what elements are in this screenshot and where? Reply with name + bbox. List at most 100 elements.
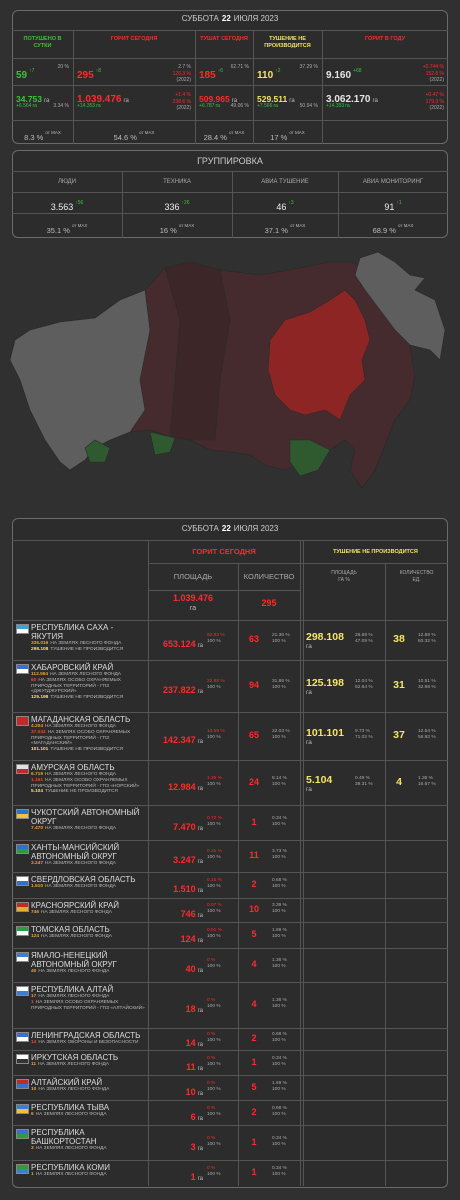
- column-title: ГОРИТ В ГОДУ: [365, 36, 405, 42]
- count-share: 3.39 % 100 %: [272, 903, 287, 915]
- count-delta: ↑7: [29, 67, 35, 74]
- area-share: 62.83 % 100 %: [207, 633, 225, 645]
- share: 0.01 %: [207, 928, 222, 933]
- nf-area-pct: 28.68 % 47.09 %: [355, 633, 373, 645]
- area-unit: га: [197, 913, 203, 919]
- share-full: 100 %: [272, 735, 286, 740]
- max-label: от MAX: [71, 222, 88, 228]
- sub-text: НА ЗЕМЛЯХ ЛЕСНОГО ФОНДА: [45, 772, 116, 777]
- nf-area-pct: 9.73 % 71.02 %: [355, 729, 373, 741]
- sub-text: НА ЗЕМЛЯХ ЛЕСНОГО ФОНДА: [35, 1172, 107, 1177]
- area-year-pct: 238.6 %: [172, 98, 191, 105]
- count-share: 1.36 % 100 %: [272, 958, 287, 970]
- count-pct: 37.29 %: [299, 64, 318, 70]
- region-sub: 125.198 ТУШЕНИЕ НЕ ПРОИЗВОДИТСЯ: [31, 695, 146, 701]
- share-full: 100 %: [272, 964, 286, 969]
- sub-text: НА ЗЕМЛЯХ ЛЕСНОГО ФОНДА: [35, 1146, 107, 1151]
- region-sub: 37.042 НА ЗЕМЛЯХ ОСОБО ОХРАНЯЕМЫХ ПРИРОДН…: [31, 730, 146, 747]
- region-cell: МАГАДАНСКАЯ ОБЛАСТЬ 4.204 НА ЗЕМЛЯХ ЛЕСНОГ…: [31, 715, 146, 753]
- area-cell: 10 га: [148, 1082, 203, 1100]
- rule: [12, 540, 448, 541]
- region-flag: [16, 1032, 29, 1042]
- area-share: 0 % 100 %: [207, 1136, 221, 1148]
- area-share: 13.69 % 100 %: [207, 729, 225, 741]
- date-part: ИЮЛЯ 2023: [233, 14, 279, 23]
- area-unit: га: [197, 1008, 203, 1014]
- share-full: 100 %: [272, 1061, 286, 1067]
- group-delta: ↑3: [288, 199, 294, 206]
- region-name: КРАСНОЯРСКИЙ КРАЙ: [31, 901, 119, 910]
- count-value: 24: [248, 776, 259, 787]
- area-cell: 7.470 га: [148, 817, 203, 835]
- sub-text: НА ЗЕМЛЯХ ЛЕСНОГО ФОНДА: [50, 672, 122, 677]
- max-label: от MAX: [289, 129, 305, 135]
- region-name: РЕСПУБЛИКА ТЫВА: [31, 1103, 110, 1112]
- sub-number: 101.101: [31, 747, 49, 753]
- share: 0.31 %: [207, 849, 222, 854]
- area-unit: га: [231, 98, 238, 104]
- region-sub: 4.204 НА ЗЕМЛЯХ ЛЕСНОГО ФОНДА: [31, 724, 146, 730]
- date-part: 22: [221, 14, 231, 23]
- share-full: 100 %: [272, 884, 286, 889]
- count-share: 3.73 % 100 %: [272, 849, 287, 861]
- group-title: АВИА ТУШЕНИЕ: [261, 179, 309, 185]
- region-name: ИРКУТСКАЯ ОБЛАСТЬ: [31, 1053, 119, 1062]
- area-unit: га: [197, 1090, 203, 1097]
- area-unit: га: [197, 968, 203, 974]
- group-max: 68.9 %от MAX: [338, 220, 448, 238]
- count-share: 0.34 % 100 %: [272, 1166, 287, 1178]
- max-value: 17 %: [270, 133, 288, 142]
- area-share: 0 % 100 %: [207, 1106, 221, 1118]
- rule: [385, 563, 386, 1186]
- area-share: 0 % 100 %: [207, 1081, 221, 1093]
- rule: [12, 922, 448, 923]
- region-flag: [16, 764, 29, 774]
- header-line: ГА %: [338, 576, 350, 583]
- count-value: 110: [257, 70, 274, 81]
- area-value: 142.347: [163, 735, 196, 745]
- rule: [12, 840, 448, 841]
- total-area: 1.039.476: [172, 593, 214, 603]
- rule: [73, 30, 74, 144]
- region-sub: 1.510 НА ЗЕМЛЯХ ЛЕСНОГО ФОНДА: [31, 884, 146, 890]
- area-cell: 12.984 га: [148, 777, 203, 795]
- group-value: 336 ↑26: [122, 197, 232, 215]
- region-cell: ЧУКОТСКИЙ АВТОНОМНЫЙ ОКРУГ 7.470 НА ЗЕМЛЯХ…: [31, 808, 146, 832]
- rule: [12, 1125, 448, 1126]
- column-title: ПОТУШЕНО В СУТКИ: [23, 36, 62, 49]
- area-cell: 6 га: [148, 1107, 203, 1125]
- sub-number: 124: [31, 934, 40, 939]
- count-share: 8.14 % 100 %: [272, 776, 287, 788]
- area-value: 3.062.170: [326, 94, 371, 105]
- share: 0.34 %: [272, 1166, 287, 1171]
- date-part: 22: [221, 524, 231, 533]
- nf-count-value: 31: [393, 679, 405, 691]
- count-pct: 2.7 %: [178, 64, 191, 70]
- area-delta-value: +6.787: [199, 103, 215, 109]
- count-year-pct: 120.3 %: [172, 70, 191, 77]
- rule: [12, 898, 448, 899]
- region-name: РЕСПУБЛИКА КОМИ: [31, 1163, 110, 1172]
- column-title: ТУШЕНИЕ НЕ ПРОИЗВОДИТСЯ: [264, 36, 311, 49]
- rule: [12, 712, 448, 713]
- region-cell: ЛЕНИНГРАДСКАЯ ОБЛАСТЬ 14 НА ЗЕМЛЯХ ОБОРОНЫ…: [31, 1031, 146, 1046]
- share-full: 100 %: [207, 964, 221, 969]
- area-delta-pct: +1.4 %: [175, 92, 191, 98]
- region-name: АЛТАЙСКИЙ КРАЙ: [31, 1078, 103, 1087]
- max-label: от MAX: [178, 222, 195, 228]
- area-delta-unit: га: [96, 103, 101, 109]
- pct: 32.98 %: [418, 685, 436, 690]
- max-cell: 28.4 %от MAX: [195, 127, 253, 145]
- area-unit: га: [197, 938, 203, 944]
- sub-number: 37.042: [31, 729, 46, 735]
- area-cell: 653.124 га: [148, 634, 203, 652]
- area-side: 50.94 %: [300, 103, 318, 110]
- count-header: КОЛИЧЕСТВО: [243, 572, 295, 581]
- region-sub: 1 НА ЗЕМЛЯХ ЛЕСНОГО ФОНДА: [31, 1172, 146, 1178]
- count-cell: 59 ↑7: [16, 65, 34, 83]
- map-region-dark: [164, 261, 231, 441]
- group-title: ЛЮДИ: [57, 179, 77, 185]
- share: 0 %: [207, 1135, 216, 1141]
- area-share: 0.01 % 100 %: [207, 928, 222, 940]
- max-label: от MAX: [289, 222, 306, 228]
